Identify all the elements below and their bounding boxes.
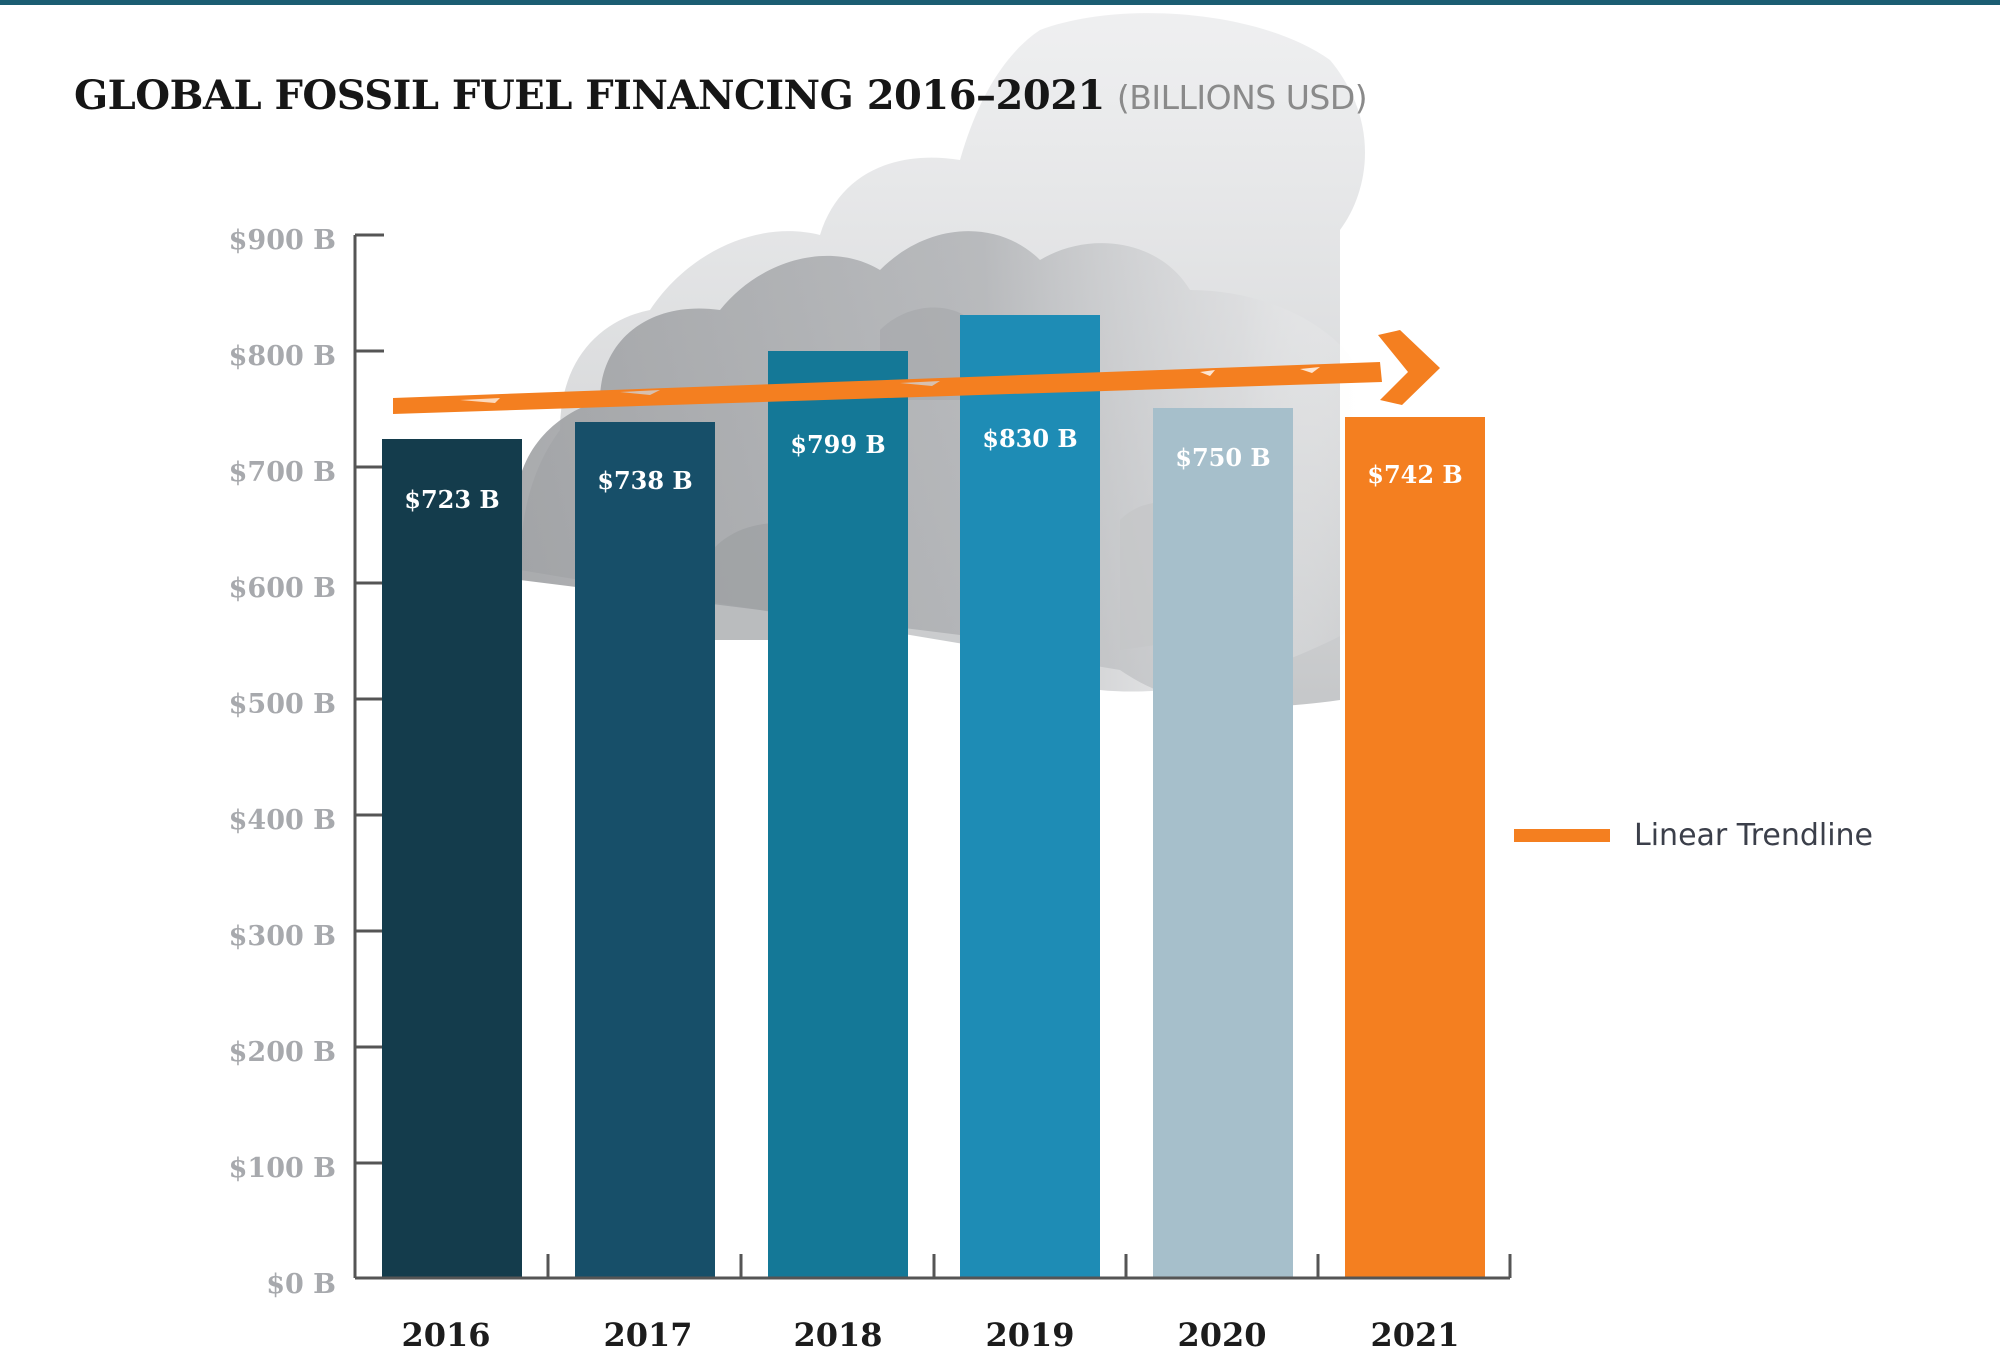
bar-2020 <box>1153 408 1293 1278</box>
chart-title: GLOBAL FOSSIL FUEL FINANCING 2016–2021 (B… <box>74 72 1368 119</box>
bar-2021 <box>1345 417 1485 1278</box>
bar-value-label: $723 B <box>404 485 499 514</box>
bar-value-label: $738 B <box>597 466 692 495</box>
bars <box>382 315 1485 1278</box>
legend-trendline-swatch <box>1514 829 1610 842</box>
bar-value-labels: $723 B $738 B $799 B $830 B $750 B $742 … <box>404 424 1462 514</box>
legend: Linear Trendline <box>1514 818 1873 853</box>
bar-value-label: $799 B <box>790 430 885 459</box>
y-axis: $0 B $100 B $200 B $300 B $400 B $500 B … <box>229 225 384 1300</box>
bar-value-label: $750 B <box>1175 443 1270 472</box>
xtick-label: 2018 <box>793 1316 882 1354</box>
bar-2016 <box>382 439 522 1278</box>
bar-2017 <box>575 422 715 1278</box>
top-border <box>0 0 2000 5</box>
ytick-label: $200 B <box>229 1037 336 1068</box>
chart-title-unit: (BILLIONS USD) <box>1116 78 1368 117</box>
ytick-label: $0 B <box>266 1269 336 1300</box>
ytick-label: $700 B <box>229 457 336 488</box>
ytick-label: $400 B <box>229 805 336 836</box>
bar-2018 <box>768 351 908 1278</box>
xtick-label: 2020 <box>1177 1316 1266 1354</box>
ytick-label: $600 B <box>229 573 336 604</box>
x-axis-labels: 2016 2017 2018 2019 2020 2021 <box>401 1316 1459 1354</box>
chart-title-main: GLOBAL FOSSIL FUEL FINANCING 2016–2021 <box>74 72 1105 119</box>
x-axis <box>355 1254 1512 1280</box>
ytick-label: $100 B <box>229 1153 336 1184</box>
bar-2019 <box>960 315 1100 1278</box>
bar-value-label: $830 B <box>982 424 1077 453</box>
xtick-label: 2016 <box>401 1316 490 1354</box>
y-axis-ticks <box>355 233 384 1165</box>
ytick-label: $800 B <box>229 341 336 372</box>
ytick-label: $900 B <box>229 225 336 256</box>
xtick-label: 2019 <box>985 1316 1074 1354</box>
legend-trendline-label: Linear Trendline <box>1634 818 1874 853</box>
xtick-label: 2017 <box>603 1316 692 1354</box>
trendline-arrow <box>393 330 1440 414</box>
ytick-label: $300 B <box>229 921 336 952</box>
bar-value-label: $742 B <box>1367 460 1462 489</box>
y-axis-labels: $0 B $100 B $200 B $300 B $400 B $500 B … <box>229 225 336 1300</box>
ytick-label: $500 B <box>229 689 336 720</box>
xtick-label: 2021 <box>1370 1316 1459 1354</box>
